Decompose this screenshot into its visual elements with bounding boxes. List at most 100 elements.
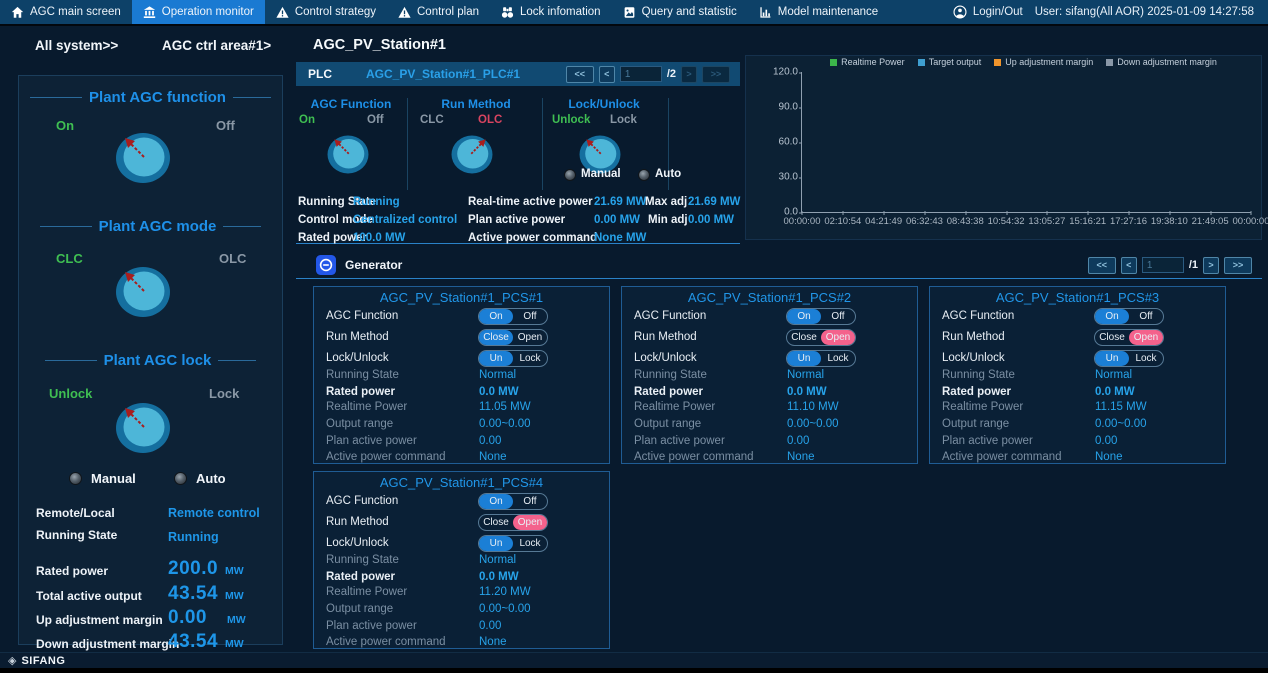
toggle-option-close[interactable]: Close	[1099, 332, 1125, 343]
toggle-option-un[interactable]: Un	[787, 351, 821, 366]
binoculars-icon	[501, 6, 514, 19]
plc-run-method-knob[interactable]	[450, 134, 494, 175]
lock-unlock-toggle[interactable]: Un Lock	[478, 535, 548, 552]
toggle-option-open[interactable]: Open	[513, 515, 547, 530]
plc-lock-unlock-knob[interactable]	[578, 134, 622, 175]
nav-tab-agc-main-screen[interactable]: AGC main screen	[0, 0, 132, 24]
lock-unlock-label: Lock/Unlock	[326, 537, 389, 549]
manual-radio[interactable]	[69, 472, 82, 485]
next-page-button[interactable]: >	[1203, 256, 1219, 274]
run-method-toggle[interactable]: Close Open	[478, 329, 548, 346]
toggle-option-on[interactable]: On	[479, 309, 513, 324]
last-page-button[interactable]: >>	[702, 65, 730, 83]
agc-function-toggle[interactable]: On Off	[786, 308, 856, 325]
bank-icon	[143, 5, 156, 19]
last-page-button[interactable]: >>	[1224, 256, 1252, 274]
agc-function-label: AGC Function	[634, 310, 707, 322]
plc-manual-radio[interactable]	[564, 169, 576, 181]
rated-power-label: Rated power	[326, 571, 396, 583]
plc-device-name[interactable]: AGC_PV_Station#1_PLC#1	[366, 67, 521, 81]
plan-active-power-label: Plan active power	[326, 620, 417, 632]
page-number-input[interactable]	[619, 66, 662, 82]
plc-max-adj-label: Max adj	[645, 196, 688, 208]
plc-plan-active-power-value: 0.00 MW	[594, 214, 641, 226]
toggle-option-close[interactable]: Close	[479, 330, 513, 345]
output-range-label: Output range	[326, 603, 394, 615]
first-page-button[interactable]: <<	[1087, 256, 1116, 274]
run-method-label: Run Method	[326, 331, 389, 343]
page-title-station: AGC_PV_Station#1	[313, 37, 446, 53]
plc-run-method-title: Run Method	[441, 97, 511, 111]
toggle-option-close[interactable]: Close	[791, 332, 817, 343]
toggle-option-lock[interactable]: Lock	[519, 538, 541, 549]
rated-power-value: 0.0 MW	[479, 386, 519, 398]
run-method-toggle[interactable]: Close Open	[1094, 329, 1164, 346]
dial-option-olc: OLC	[219, 251, 247, 266]
breadcrumb-all-system[interactable]: All system>>	[35, 38, 119, 53]
toggle-option-lock[interactable]: Lock	[519, 353, 541, 364]
toggle-option-on[interactable]: On	[479, 494, 513, 509]
toggle-option-off[interactable]: Off	[831, 311, 845, 322]
toggle-option-un[interactable]: Un	[1095, 351, 1129, 366]
plc-pager: << < /2 > >>	[565, 65, 730, 83]
x-tick-label: 04:21:49	[865, 211, 903, 227]
lock-unlock-label: Lock/Unlock	[942, 352, 1005, 364]
nav-label: Control strategy	[294, 6, 376, 18]
run-method-toggle[interactable]: Close Open	[478, 514, 548, 531]
nav-tab-lock-infomation[interactable]: Lock infomation	[490, 0, 612, 24]
prev-page-button[interactable]: <	[1120, 256, 1137, 274]
toggle-option-un[interactable]: Un	[479, 536, 513, 551]
rated-power-label: Rated power	[942, 386, 1012, 398]
plc-agc-function-knob[interactable]	[326, 134, 370, 175]
plant-agc-function-knob[interactable]	[114, 131, 172, 185]
x-tick-label: 17:27:16	[1110, 211, 1147, 227]
lock-unlock-toggle[interactable]: Un Lock	[786, 350, 856, 367]
toggle-option-open[interactable]: Open	[1129, 330, 1163, 345]
running-state-label: Running State	[326, 369, 399, 381]
run-method-toggle[interactable]: Close Open	[786, 329, 856, 346]
section-title: Plant AGC lock	[103, 352, 212, 369]
auto-radio[interactable]	[174, 472, 187, 485]
y-tick-label: 60.0	[778, 136, 803, 148]
down-adjustment-margin-label: Down adjustment margin	[36, 637, 180, 651]
user-session[interactable]: Login/Out User: sifang(All AOR) 2025-01-…	[953, 0, 1268, 24]
toggle-option-un[interactable]: Un	[479, 351, 513, 366]
plant-agc-mode-knob[interactable]	[114, 265, 172, 319]
plc-running-state-label: Running State	[298, 196, 376, 208]
legend-item-realtime-power: Realtime Power	[830, 57, 905, 67]
toggle-option-off[interactable]: Off	[1139, 311, 1153, 322]
agc-function-toggle[interactable]: On Off	[478, 493, 548, 510]
toggle-option-close[interactable]: Close	[483, 517, 509, 528]
plc-realtime-active-power-value: 21.69 MW	[594, 196, 647, 208]
plant-agc-lock-knob[interactable]	[114, 401, 172, 455]
toggle-option-on[interactable]: On	[787, 309, 821, 324]
nav-tab-query-and-statistic[interactable]: Query and statistic	[612, 0, 748, 24]
pcs-card-3: AGC_PV_Station#1_PCS#3 AGC Function On Of…	[929, 286, 1226, 464]
nav-tab-control-strategy[interactable]: Control strategy	[265, 0, 387, 24]
breadcrumb-agc-ctrl-area[interactable]: AGC ctrl area#1>	[162, 38, 272, 53]
toggle-option-on[interactable]: On	[1095, 309, 1129, 324]
first-page-button[interactable]: <<	[565, 65, 594, 83]
next-page-button[interactable]: >	[681, 65, 697, 83]
page-number-input[interactable]	[1141, 257, 1184, 273]
login-out-link[interactable]: Login/Out	[972, 6, 1023, 18]
agc-function-toggle[interactable]: On Off	[1094, 308, 1164, 325]
toggle-option-open[interactable]: Open	[821, 330, 855, 345]
toggle-option-off[interactable]: Off	[523, 496, 537, 507]
lock-unlock-toggle[interactable]: Un Lock	[478, 350, 548, 367]
toggle-option-lock[interactable]: Lock	[827, 353, 849, 364]
nav-tab-control-plan[interactable]: Control plan	[387, 0, 490, 24]
plant-agc-mode-title: Plant AGC mode	[19, 218, 282, 235]
plc-option-unlock: Unlock	[552, 114, 591, 126]
toggle-option-off[interactable]: Off	[523, 311, 537, 322]
toggle-option-lock[interactable]: Lock	[1135, 353, 1157, 364]
agc-function-toggle[interactable]: On Off	[478, 308, 548, 325]
prev-page-button[interactable]: <	[598, 65, 615, 83]
nav-tab-model-maintenance[interactable]: Model maintenance	[748, 0, 889, 24]
nav-tab-operation-monitor[interactable]: Operation monitor	[131, 0, 265, 24]
divider-line	[30, 97, 83, 98]
lock-unlock-toggle[interactable]: Un Lock	[1094, 350, 1164, 367]
plc-active-power-command-label: Active power command	[468, 232, 598, 244]
toggle-option-open[interactable]: Open	[517, 332, 543, 343]
plc-auto-radio[interactable]	[638, 169, 650, 181]
